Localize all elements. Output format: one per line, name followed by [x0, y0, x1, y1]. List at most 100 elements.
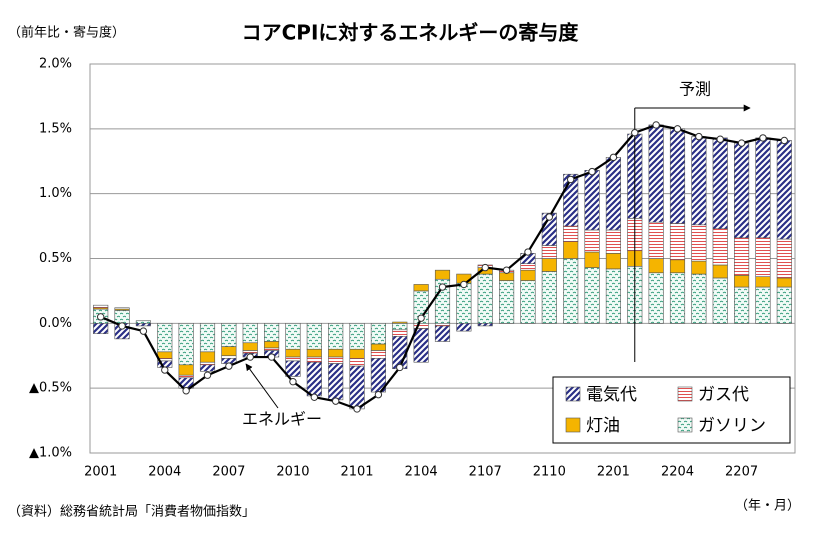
x-tick-label: 2201: [597, 465, 630, 480]
bar-segment: [199, 351, 216, 363]
bar-segment: [285, 360, 301, 377]
bar-segment: [776, 238, 792, 279]
x-tick-label: 2101: [340, 465, 373, 480]
bar-segment: [199, 361, 216, 366]
bar-segment: [242, 323, 258, 344]
legend-label: ガソリン: [698, 416, 766, 436]
x-tick-label: 2204: [661, 465, 694, 480]
bar-segment: [669, 272, 686, 324]
bar-segment: [93, 323, 109, 335]
bar-segment: [541, 258, 557, 272]
bar-segment: [392, 329, 408, 337]
bar-segment: [755, 137, 771, 239]
line-marker: [780, 136, 789, 145]
x-tick-label: 2001: [84, 465, 117, 480]
line-marker: [118, 322, 126, 330]
line-marker: [588, 167, 596, 176]
bar-segment: [456, 282, 472, 324]
line-marker: [374, 390, 383, 399]
bar-segment: [221, 346, 237, 357]
line-marker: [161, 366, 169, 374]
line-marker: [460, 280, 468, 289]
bar-segment: [93, 304, 109, 309]
bar-segment: [221, 323, 237, 347]
line-marker: [310, 393, 319, 401]
bar-segment: [135, 320, 151, 324]
y-tick-label: 0.5%: [39, 251, 72, 266]
line-marker: [246, 353, 254, 361]
bar-segment: [520, 263, 536, 271]
bar-segment: [114, 307, 130, 310]
line-marker: [182, 387, 190, 395]
bar-segment: [157, 323, 173, 353]
bar-segment: [648, 124, 664, 223]
bar-segment: [157, 351, 173, 359]
y-tick-label: 1.0%: [39, 186, 72, 201]
bar-segment: [349, 365, 365, 410]
bar-segment: [776, 277, 792, 288]
bar-segment: [242, 350, 258, 354]
bar-segment: [584, 251, 600, 268]
bar-segment: [370, 350, 386, 359]
line-marker: [609, 153, 618, 162]
bar-segment: [669, 223, 686, 261]
bar-segment: [563, 241, 579, 259]
bar-segment: [434, 325, 451, 342]
bar-segment: [264, 323, 280, 342]
legend-swatch: [565, 417, 581, 433]
line-marker: [737, 139, 746, 147]
bar-segment: [392, 321, 408, 324]
bar-segment: [199, 323, 216, 353]
bar-segment: [285, 323, 301, 350]
line-marker: [331, 397, 340, 405]
x-tick-label: 2207: [725, 465, 758, 480]
bar-segment: [264, 347, 280, 351]
bar-segment: [605, 253, 621, 270]
x-tick-label: 2004: [148, 465, 181, 480]
x-tick-label: 2104: [405, 465, 438, 480]
line-marker: [631, 129, 639, 137]
line-marker: [759, 134, 767, 142]
bar-segment: [285, 348, 301, 358]
y-axis-label: （前年比・寄与度）: [8, 25, 125, 41]
bar-segment: [178, 374, 194, 379]
bar-segment: [306, 323, 322, 350]
bar-segment: [648, 258, 664, 274]
bar-segment: [776, 286, 792, 324]
bar-segment: [285, 356, 301, 362]
x-tick-label: 2107: [469, 465, 502, 480]
bar-segment: [392, 323, 408, 331]
x-axis-label: （年・月）: [735, 499, 800, 514]
bar-segment: [349, 348, 365, 359]
bar-segment: [114, 310, 130, 324]
bar-segment: [712, 277, 728, 324]
line-marker: [289, 377, 297, 386]
line-annotation-arrow: [245, 363, 279, 409]
line-marker: [524, 248, 532, 256]
bar-segment: [199, 364, 216, 372]
bar-segment: [669, 128, 686, 224]
bar-segment: [499, 272, 515, 281]
legend-swatch: [677, 386, 693, 402]
bar-segment: [328, 356, 344, 364]
bar-segment: [605, 229, 621, 254]
chart-title: コアCPIに対するエネルギーの寄与度: [242, 21, 580, 45]
bar-segment: [328, 363, 344, 401]
bar-segment: [370, 323, 386, 345]
bar-segment: [328, 348, 344, 358]
line-marker: [396, 363, 404, 372]
line-marker: [502, 266, 511, 274]
line-marker: [438, 283, 447, 291]
bar-segment: [520, 269, 536, 281]
bar-segment: [242, 342, 258, 351]
bar-segment: [734, 275, 750, 288]
bar-segment: [563, 225, 579, 242]
bar-segment: [755, 237, 771, 277]
bar-segment: [584, 170, 600, 231]
bar-segment: [434, 323, 451, 327]
line-marker: [673, 125, 682, 133]
bar-segment: [264, 341, 280, 349]
bar-segment: [328, 323, 344, 350]
bar-segment: [691, 273, 707, 324]
